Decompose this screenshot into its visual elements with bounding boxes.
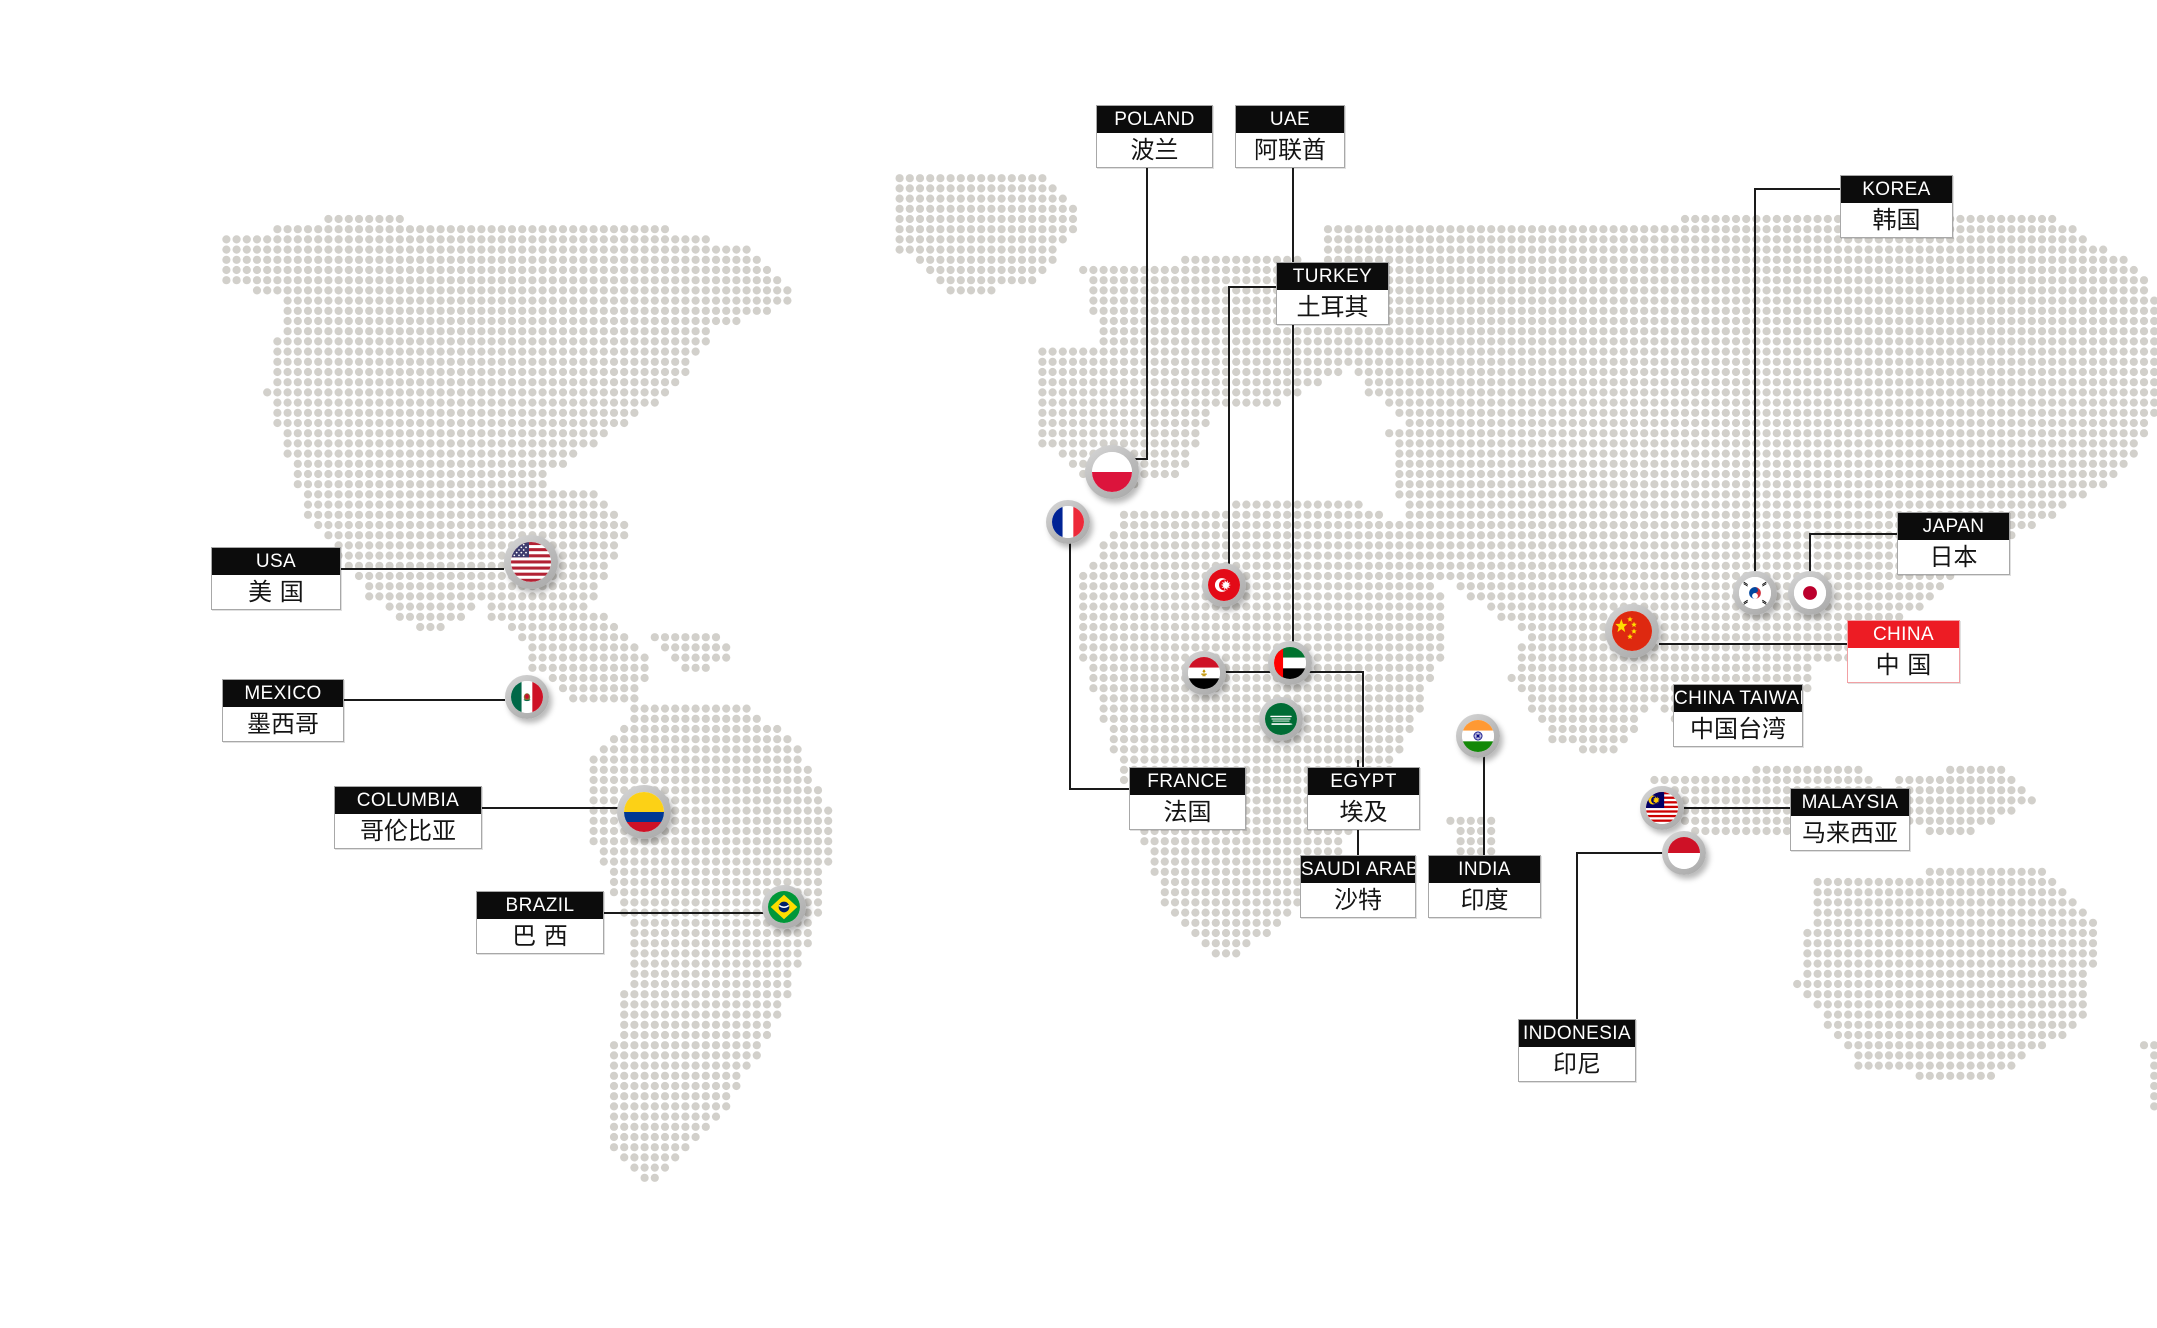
country-label-saudi-zh: 沙特 bbox=[1301, 883, 1415, 917]
country-label-malaysia[interactable]: MALAYSIA 马来西亚 bbox=[1790, 788, 1910, 851]
brazil-flag-icon bbox=[768, 891, 800, 923]
country-label-china-zh: 中 国 bbox=[1848, 648, 1959, 682]
usa-flag-icon bbox=[511, 542, 551, 582]
flag-pin-uae[interactable] bbox=[1268, 641, 1312, 685]
country-label-egypt-en: EGYPT bbox=[1308, 768, 1419, 795]
france-flag-icon bbox=[1052, 506, 1084, 538]
malaysia-flag-icon bbox=[1646, 792, 1678, 824]
country-label-china[interactable]: CHINA 中 国 bbox=[1847, 620, 1960, 683]
flag-pin-france[interactable] bbox=[1046, 500, 1090, 544]
country-label-china-taiwan-en: CHINA TAIWAN bbox=[1674, 685, 1802, 712]
flag-pin-columbia[interactable] bbox=[617, 785, 671, 839]
country-label-brazil[interactable]: BRAZIL 巴 西 bbox=[476, 891, 604, 954]
country-label-columbia-en: COLUMBIA bbox=[335, 787, 481, 814]
country-label-korea-zh: 韩国 bbox=[1841, 203, 1952, 237]
country-label-korea[interactable]: KOREA 韩国 bbox=[1840, 175, 1953, 238]
flag-pin-poland[interactable] bbox=[1085, 445, 1139, 499]
country-label-turkey-zh: 土耳其 bbox=[1277, 290, 1388, 324]
flag-pin-turkey[interactable] bbox=[1202, 563, 1246, 607]
country-label-korea-en: KOREA bbox=[1841, 176, 1952, 203]
country-label-indonesia-zh: 印尼 bbox=[1519, 1047, 1635, 1081]
poland-flag-icon bbox=[1092, 452, 1132, 492]
country-label-columbia[interactable]: COLUMBIA 哥伦比亚 bbox=[334, 786, 482, 849]
country-label-saudi[interactable]: SAUDI ARABIA沙特 bbox=[1300, 855, 1416, 918]
country-label-egypt[interactable]: EGYPT 埃及 bbox=[1307, 767, 1420, 830]
turkey-flag-icon bbox=[1208, 569, 1240, 601]
country-label-poland[interactable]: POLAND 波兰 bbox=[1096, 105, 1213, 168]
country-label-usa-en: USA bbox=[212, 548, 340, 575]
country-label-poland-zh: 波兰 bbox=[1097, 133, 1212, 167]
columbia-flag-icon bbox=[624, 792, 664, 832]
country-label-france[interactable]: FRANCE 法国 bbox=[1129, 767, 1246, 830]
country-label-malaysia-zh: 马来西亚 bbox=[1791, 816, 1909, 850]
country-label-egypt-zh: 埃及 bbox=[1308, 795, 1419, 829]
country-label-japan-en: JAPAN bbox=[1898, 513, 2009, 540]
country-label-mexico-zh: 墨西哥 bbox=[223, 707, 343, 741]
mexico-flag-icon bbox=[511, 681, 543, 713]
country-label-japan-zh: 日本 bbox=[1898, 540, 2009, 574]
country-label-columbia-zh: 哥伦比亚 bbox=[335, 814, 481, 848]
egypt-flag-icon bbox=[1188, 657, 1220, 689]
saudi-flag-icon bbox=[1265, 703, 1297, 735]
china-flag-icon bbox=[1612, 611, 1652, 651]
country-label-uae-zh: 阿联酋 bbox=[1236, 133, 1344, 167]
country-label-poland-en: POLAND bbox=[1097, 106, 1212, 133]
country-label-indonesia-en: INDONESIA bbox=[1519, 1020, 1635, 1047]
country-label-japan[interactable]: JAPAN 日本 bbox=[1897, 512, 2010, 575]
country-label-brazil-en: BRAZIL bbox=[477, 892, 603, 919]
country-label-france-en: FRANCE bbox=[1130, 768, 1245, 795]
flag-pin-brazil[interactable] bbox=[762, 885, 806, 929]
country-label-indonesia[interactable]: INDONESIA 印尼 bbox=[1518, 1019, 1636, 1082]
uae-flag-icon bbox=[1274, 647, 1306, 679]
country-label-saudi-en: SAUDI ARABIA bbox=[1301, 856, 1415, 883]
flag-pin-usa[interactable] bbox=[504, 535, 558, 589]
flag-pin-korea[interactable] bbox=[1733, 571, 1777, 615]
flag-pin-egypt[interactable] bbox=[1182, 651, 1226, 695]
country-label-india-en: INDIA bbox=[1429, 856, 1540, 883]
flag-pin-india[interactable] bbox=[1456, 714, 1500, 758]
country-label-usa-zh: 美 国 bbox=[212, 575, 340, 609]
japan-flag-icon bbox=[1794, 577, 1826, 609]
country-label-india[interactable]: INDIA 印度 bbox=[1428, 855, 1541, 918]
country-label-malaysia-en: MALAYSIA bbox=[1791, 789, 1909, 816]
country-label-usa[interactable]: USA 美 国 bbox=[211, 547, 341, 610]
country-label-france-zh: 法国 bbox=[1130, 795, 1245, 829]
flag-pin-indonesia[interactable] bbox=[1662, 831, 1706, 875]
country-label-mexico-en: MEXICO bbox=[223, 680, 343, 707]
flag-pin-saudi[interactable] bbox=[1259, 697, 1303, 741]
flag-pin-japan[interactable] bbox=[1788, 571, 1832, 615]
flag-pin-china[interactable] bbox=[1605, 604, 1659, 658]
country-label-turkey-en: TURKEY bbox=[1277, 263, 1388, 290]
country-label-uae-en: UAE bbox=[1236, 106, 1344, 133]
flag-pin-mexico[interactable] bbox=[505, 675, 549, 719]
country-label-uae[interactable]: UAE 阿联酋 bbox=[1235, 105, 1345, 168]
country-label-mexico[interactable]: MEXICO 墨西哥 bbox=[222, 679, 344, 742]
country-label-india-zh: 印度 bbox=[1429, 883, 1540, 917]
flag-pin-malaysia[interactable] bbox=[1640, 786, 1684, 830]
country-label-brazil-zh: 巴 西 bbox=[477, 919, 603, 953]
indonesia-flag-icon bbox=[1668, 837, 1700, 869]
country-label-china-en: CHINA bbox=[1848, 621, 1959, 648]
country-label-turkey[interactable]: TURKEY 土耳其 bbox=[1276, 262, 1389, 325]
india-flag-icon bbox=[1462, 720, 1494, 752]
country-label-china-taiwan[interactable]: CHINA TAIWAN 中国台湾 bbox=[1673, 684, 1803, 747]
korea-flag-icon bbox=[1739, 577, 1771, 609]
country-label-china-taiwan-zh: 中国台湾 bbox=[1674, 712, 1802, 746]
